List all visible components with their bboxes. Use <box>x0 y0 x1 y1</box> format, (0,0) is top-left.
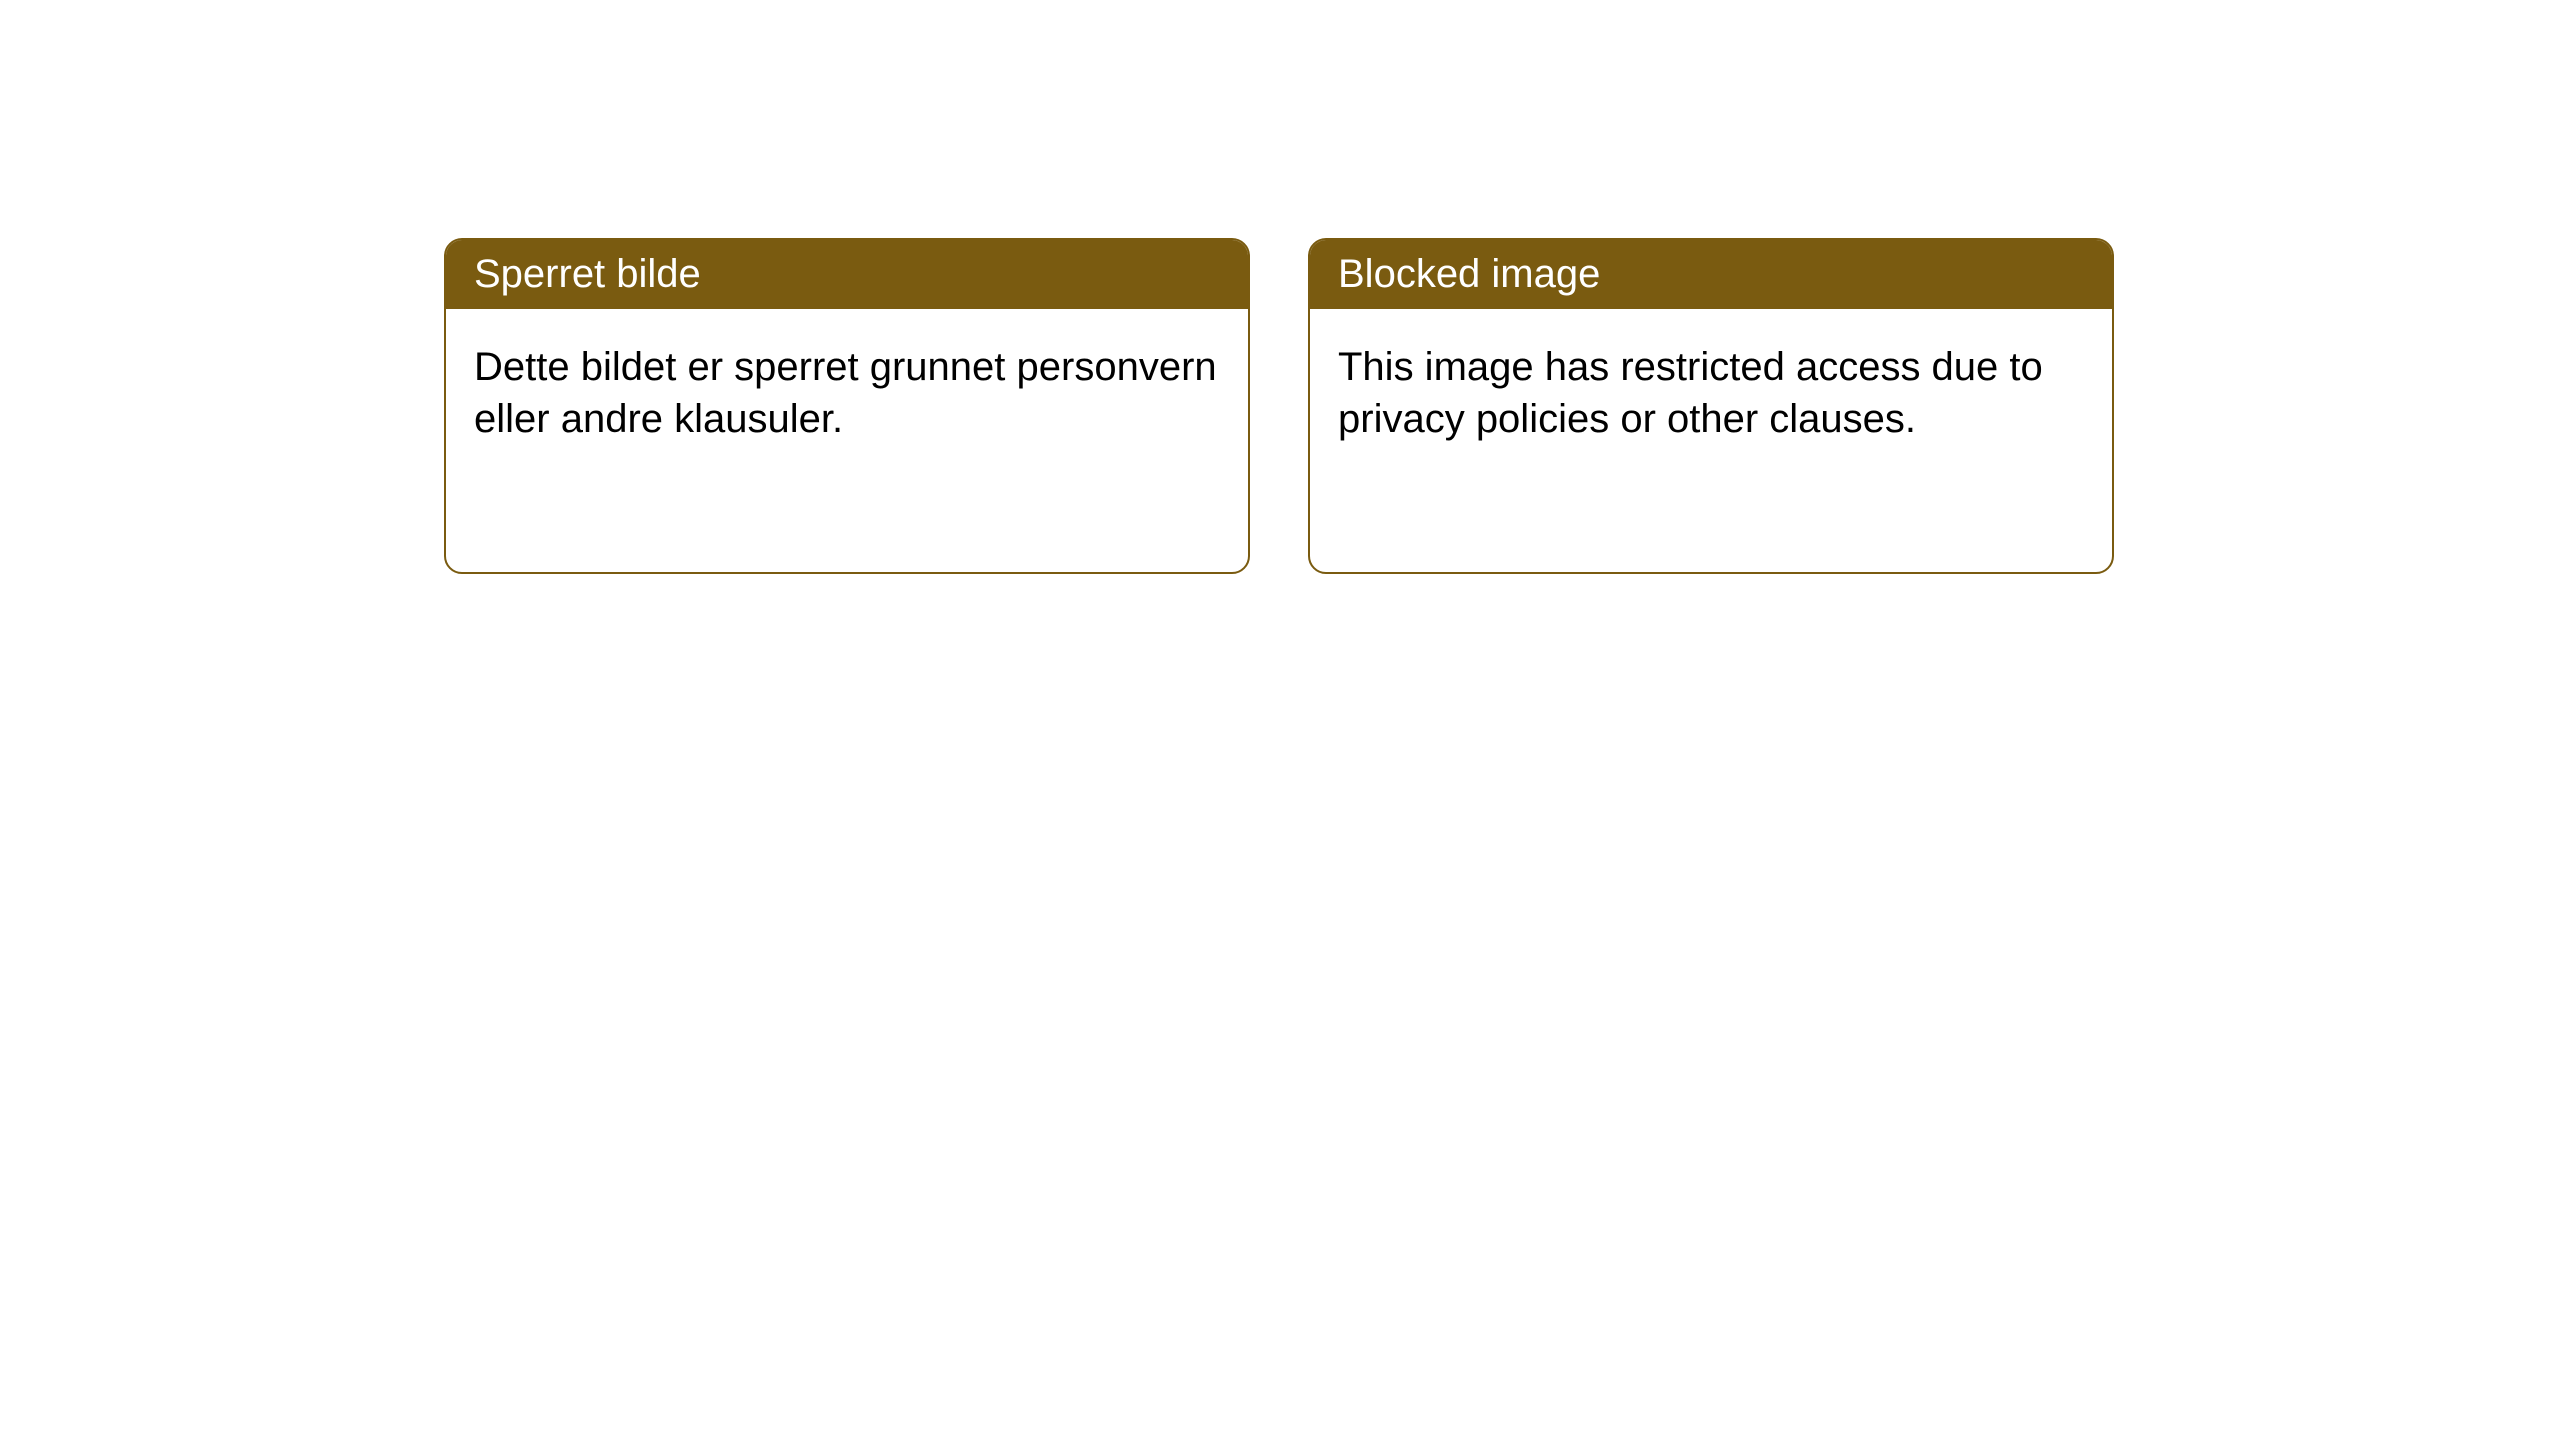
card-body-text: Dette bildet er sperret grunnet personve… <box>474 345 1217 441</box>
card-title: Sperret bilde <box>474 252 701 296</box>
card-body: Dette bildet er sperret grunnet personve… <box>446 309 1248 477</box>
notice-container: Sperret bilde Dette bildet er sperret gr… <box>444 238 2114 574</box>
notice-card-english: Blocked image This image has restricted … <box>1308 238 2114 574</box>
notice-card-norwegian: Sperret bilde Dette bildet er sperret gr… <box>444 238 1250 574</box>
card-header: Blocked image <box>1310 240 2112 309</box>
card-header: Sperret bilde <box>446 240 1248 309</box>
card-body-text: This image has restricted access due to … <box>1338 345 2043 441</box>
card-body: This image has restricted access due to … <box>1310 309 2112 477</box>
card-title: Blocked image <box>1338 252 1600 296</box>
